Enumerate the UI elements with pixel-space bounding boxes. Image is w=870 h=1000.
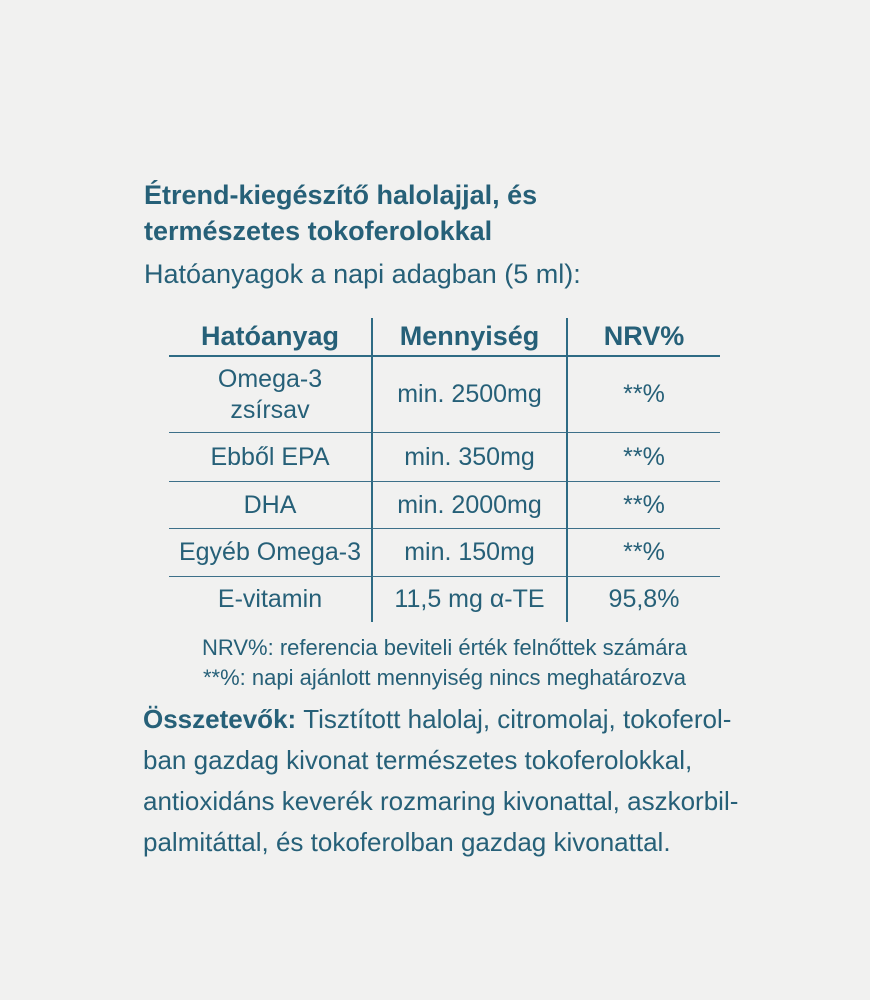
page-title: Étrend-kiegészítő halolajjal, és termész… (144, 177, 537, 249)
nutrition-table: Hatóanyag Mennyiség NRV% Omega-3 zsírsav… (169, 318, 720, 622)
footnotes: NRV%: referencia beviteli érték felnőtte… (169, 633, 720, 693)
serving-subtitle: Hatóanyagok a napi adagban (5 ml): (144, 259, 581, 289)
table-cell-name-epa: Ebből EPA (169, 433, 371, 482)
ingredients-label: Összetevők: (143, 704, 297, 734)
ingredients-line-2: ban gazdag kivonat természetes tokoferol… (143, 745, 693, 775)
asterisk-note: **%: napi ajánlott mennyiség nincs megha… (202, 665, 687, 690)
ingredients-line-1: Összetevők: Tisztított halolaj, citromola… (143, 699, 753, 740)
table-cell-name-dha: DHA (169, 482, 371, 529)
table-cell-nrv-epa: **% (566, 433, 720, 482)
ingredients-paragraph: Összetevők: Tisztított halolaj, citromola… (143, 699, 753, 863)
table-cell-nrv-omega3: **% (566, 357, 720, 433)
table-cell-name-vitamin-e: E-vitamin (217, 585, 323, 613)
table-cell-nrv-dha: **% (566, 482, 720, 529)
page-title-line-2: természetes tokoferolokkal (144, 216, 493, 246)
table-cell-amount-omega3: min. 2500mg (371, 357, 566, 433)
table-cell-name-other-omega3: Egyéb Omega-3 (169, 529, 371, 577)
ingredients-line-3: antioxidáns keverék rozmaring kivonattal… (143, 786, 739, 816)
ingredients-line-4: palmitáttal, és tokoferolban gazdag kivo… (143, 827, 671, 857)
table-cell-amount-dha: min. 2000mg (371, 482, 566, 529)
nrv-note: NRV%: referencia beviteli érték felnőtte… (201, 635, 688, 660)
table-cell-amount-other-omega3: min. 150mg (371, 529, 566, 577)
table-cell-nrv-other-omega3: **% (566, 529, 720, 577)
table-header-amount: Mennyiség (371, 318, 566, 357)
table-cell-name-omega3-text: Omega-3 zsírsav (217, 364, 323, 424)
page-title-line-1: Étrend-kiegészítő halolajjal, és (144, 180, 538, 210)
table-header-substance: Hatóanyag (169, 318, 371, 357)
table-cell-nrv-vitamin-e: 95,8% (566, 577, 720, 622)
table-header-nrv: NRV% (566, 318, 720, 357)
table-cell-amount-vitamin-e: 11,5 mg α-TE (371, 577, 566, 622)
ingredients-line-1-text: Tisztított halolaj, citromolaj, tokofero… (303, 704, 732, 734)
table-cell-name-omega3: Omega-3 zsírsav (169, 357, 371, 433)
table-cell-amount-epa: min. 350mg (371, 433, 566, 482)
